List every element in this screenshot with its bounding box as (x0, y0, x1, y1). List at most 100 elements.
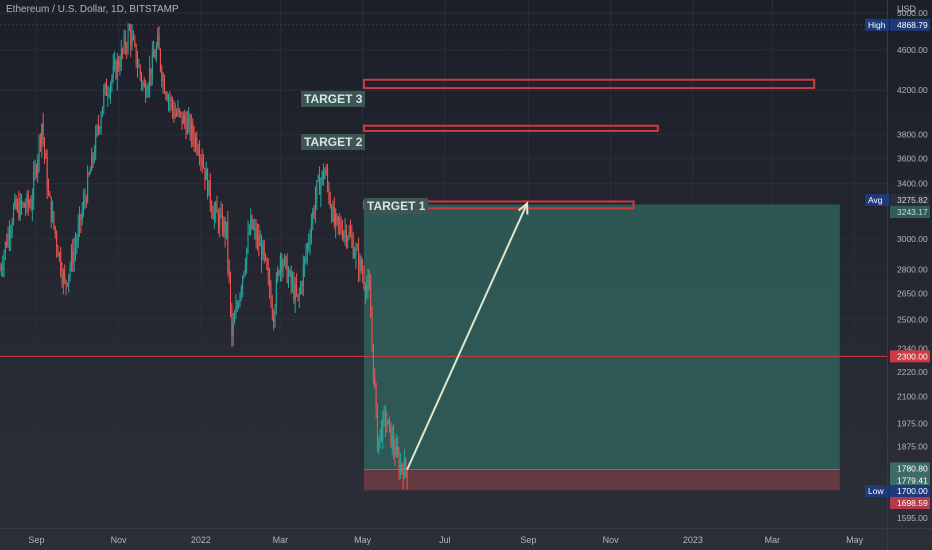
candle-body (110, 83, 112, 95)
candle-body (221, 212, 223, 233)
y-tick-label: 4200.00 (897, 85, 928, 95)
stop-price-tag: 1698.59 (897, 498, 928, 508)
candle-body (116, 60, 118, 78)
candle-body (232, 323, 234, 337)
candle-body (81, 210, 83, 220)
candle-body (367, 280, 369, 287)
candle-body (306, 244, 308, 255)
candle-body (89, 170, 91, 175)
candle-body (293, 281, 295, 301)
low-price-tag-bg (890, 485, 930, 498)
y-tick-label: 2500.00 (897, 315, 928, 325)
candle-body (66, 283, 68, 285)
candle-body (130, 28, 132, 45)
candle-body (21, 199, 23, 205)
candle-body (273, 311, 275, 322)
y-tick-label: 2650.00 (897, 289, 928, 299)
candle-body (17, 202, 19, 209)
candle-body (251, 215, 253, 229)
candle-body (333, 206, 335, 225)
candle-body (389, 419, 391, 423)
avg-price-tag: 3275.82 (897, 195, 928, 205)
candle-body (45, 153, 47, 159)
candle-body (93, 155, 95, 160)
candle-body (325, 171, 327, 173)
y-tick-label: 1595.00 (897, 513, 928, 523)
candle-body (292, 281, 294, 284)
candle-body (25, 207, 27, 209)
candle-body (282, 264, 284, 269)
target-price-tag-bg (890, 206, 930, 219)
x-tick-label: Sep (28, 535, 44, 545)
candle-body (391, 435, 393, 446)
candle-body (375, 385, 377, 407)
candle-body (87, 174, 89, 202)
candle-body (99, 127, 101, 129)
symbol-title[interactable]: Ethereum / U.S. Dollar, 1D, BITSTAMP (6, 4, 179, 15)
candle-body (163, 79, 165, 93)
candle-body (283, 256, 285, 265)
candle-body (287, 274, 289, 283)
candle-body (74, 244, 76, 250)
candle-body (358, 249, 360, 271)
candle-body (186, 120, 188, 134)
candle-body (118, 60, 120, 68)
candle-body (261, 242, 263, 260)
candle-body (185, 121, 187, 134)
candle-body (259, 242, 261, 247)
candle-body (297, 294, 299, 297)
candle-body (324, 171, 326, 179)
candle-body (65, 280, 67, 284)
candle-body (286, 258, 288, 283)
stop-zone (363, 469, 840, 491)
candle-body (8, 232, 10, 239)
candle-body (371, 318, 373, 344)
candle-body (236, 305, 238, 307)
candle-body (244, 265, 246, 273)
candle-body (331, 206, 333, 220)
low-tag: Low (868, 486, 884, 496)
candle-body (395, 446, 397, 457)
candle-body (335, 214, 337, 225)
candle-body (134, 39, 136, 45)
candle-body (101, 106, 103, 117)
candle-body (328, 185, 330, 200)
candle-body (203, 164, 205, 168)
candle-body (374, 376, 376, 386)
candle-body (29, 204, 31, 206)
candle-body (31, 198, 33, 210)
y-tick-label: 4600.00 (897, 45, 928, 55)
candle-body (347, 237, 349, 242)
candle-body (143, 83, 145, 87)
candle-body (242, 276, 244, 289)
candle-body (227, 221, 229, 263)
candle-body (301, 284, 303, 287)
candle-body (69, 266, 71, 275)
candle-body (80, 214, 82, 220)
candle-body (43, 138, 45, 154)
candle-body (14, 199, 16, 207)
candle-body (265, 254, 267, 259)
candle-body (314, 198, 316, 214)
avg-tag: Avg (868, 195, 883, 205)
x-tick-label: Mar (273, 535, 289, 545)
candle-body (49, 193, 51, 197)
candle-body (103, 90, 105, 107)
candle-body (18, 202, 20, 218)
candle-body (290, 270, 292, 284)
candle-body (317, 176, 319, 181)
candle-body (157, 35, 159, 47)
candle-body (255, 227, 257, 241)
candle-body (199, 153, 201, 158)
candle-body (302, 265, 304, 287)
candle-body (332, 206, 334, 220)
candle-body (351, 235, 353, 241)
avg-price-tag-bg (890, 194, 930, 207)
candle-body (189, 117, 191, 136)
candle-body (61, 272, 63, 282)
projection-arrow (406, 203, 528, 471)
candle-body (53, 211, 55, 227)
candle-body (192, 123, 194, 137)
